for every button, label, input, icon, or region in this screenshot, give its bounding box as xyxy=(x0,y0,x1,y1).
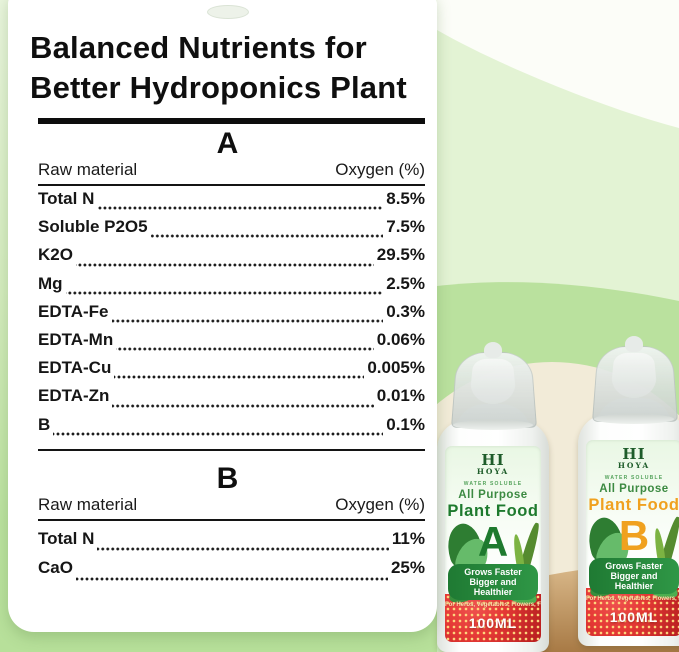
nutrient-info-card: Balanced Nutrients for Better Hydroponic… xyxy=(8,0,437,632)
benefit-banner: Grows Faster Bigger and Healthier xyxy=(589,558,679,594)
table-row: EDTA-Cu 0.005% xyxy=(38,358,425,386)
oxygen-value: 0.01% xyxy=(376,386,425,406)
variant-letter: B xyxy=(618,512,650,559)
card-title-line-1: Balanced Nutrients for xyxy=(30,30,367,65)
banner-line-2: Bigger and Healthier xyxy=(610,571,658,591)
raw-material-name: EDTA-Mn xyxy=(38,329,114,349)
dotted-leader xyxy=(65,290,384,295)
oxygen-value: 29.5% xyxy=(376,245,425,265)
oxygen-value: 0.06% xyxy=(376,329,425,349)
bottle-a: HI HOYA WATER SOLUBLE All Purpose Plant … xyxy=(437,334,549,652)
table-row: Soluble P2O5 7.5% xyxy=(38,217,425,245)
oxygen-value: 25% xyxy=(390,558,425,578)
brand-name: HOYA xyxy=(476,467,510,476)
bottle-label-a: HI HOYA WATER SOLUBLE All Purpose Plant … xyxy=(445,446,541,642)
table-a: Total N 8.5% Soluble P2O5 7.5% K2O 29.5% Mg… xyxy=(38,189,425,443)
water-soluble-text: WATER SOLUBLE xyxy=(463,481,523,487)
column-headers-a: Raw material Oxygen (%) xyxy=(38,160,425,180)
divider-thin xyxy=(38,448,425,451)
section-a-heading: A xyxy=(216,127,239,160)
column-headers-b: Raw material Oxygen (%) xyxy=(38,495,425,515)
oxygen-value: 2.5% xyxy=(386,273,425,293)
dotted-leader xyxy=(97,547,389,552)
benefit-banner: Grows Faster Bigger and Healthier xyxy=(448,564,538,600)
bottle-b: HI HOYA WATER SOLUBLE All Purpose Plant … xyxy=(578,328,679,646)
oxygen-value: 11% xyxy=(391,528,425,548)
oxygen-value: 8.5% xyxy=(386,189,425,208)
oxygen-value: 0.005% xyxy=(367,358,425,378)
raw-material-name: Total N xyxy=(38,528,95,548)
section-b: B Raw material Oxygen (%) Total N 11% CaO… xyxy=(30,461,425,588)
bottle-spout-tip xyxy=(484,342,502,358)
volume-text: 100ML xyxy=(609,609,659,625)
raw-material-name: Mg xyxy=(38,273,63,293)
raw-material-name: EDTA-Cu xyxy=(38,358,112,378)
banner-line-2: Bigger and Healthier xyxy=(469,577,517,597)
raw-material-name: Soluble P2O5 xyxy=(38,217,148,237)
brand-logo: HI xyxy=(481,451,505,469)
table-row: Total N 8.5% xyxy=(38,189,425,217)
raw-material-name: CaO xyxy=(38,558,73,578)
brand-logo: HI xyxy=(622,445,646,463)
banner-line-1: Grows Faster xyxy=(605,561,663,571)
table-row: K2O 29.5% xyxy=(38,245,425,273)
brand-name: HOYA xyxy=(617,461,651,470)
col-raw-material: Raw material xyxy=(38,494,138,514)
card-title-line-2: Better Hydroponics Plant xyxy=(30,70,407,105)
raw-material-name: Total N xyxy=(38,189,95,208)
divider-thick xyxy=(38,118,425,124)
raw-material-name: K2O xyxy=(38,245,73,265)
bottle-spout-tip xyxy=(625,336,643,352)
product-name: Plant Food xyxy=(588,496,679,514)
raw-material-name: EDTA-Fe xyxy=(38,301,109,321)
col-oxygen: Oxygen (%) xyxy=(335,160,425,179)
col-oxygen: Oxygen (%) xyxy=(335,494,425,514)
bottle-spout xyxy=(610,352,658,398)
dotted-leader xyxy=(53,431,384,436)
card-pin-icon xyxy=(207,5,249,19)
oxygen-value: 0.1% xyxy=(386,414,425,434)
dotted-leader xyxy=(116,347,374,352)
table-row: EDTA-Fe 0.3% xyxy=(38,302,425,330)
oxygen-value: 0.3% xyxy=(386,301,425,321)
dotted-leader xyxy=(75,262,374,267)
bottle-cap-rim xyxy=(594,414,674,424)
all-purpose-text: All Purpose xyxy=(599,483,669,495)
table-row: Mg 2.5% xyxy=(38,274,425,302)
dotted-leader xyxy=(150,234,384,239)
bottle-label-b: HI HOYA WATER SOLUBLE All Purpose Plant … xyxy=(586,440,679,636)
dotted-leader xyxy=(97,206,384,211)
bottle-spout xyxy=(469,358,517,404)
bottle-cap-rim xyxy=(453,420,533,430)
table-row: CaO 25% xyxy=(38,558,425,588)
oxygen-value: 7.5% xyxy=(386,217,425,237)
dotted-leader xyxy=(111,318,384,323)
raw-material-name: EDTA-Zn xyxy=(38,386,110,406)
table-row: Total N 11% xyxy=(38,529,425,559)
banner-line-1: Grows Faster xyxy=(464,567,522,577)
dotted-leader xyxy=(114,375,365,380)
divider-thin xyxy=(38,518,425,521)
table-row: B 0.1% xyxy=(38,415,425,443)
section-b-heading: B xyxy=(216,461,239,495)
divider-thin xyxy=(38,184,425,186)
usage-caption: For Herbs, Vegetables, Flowers, Fruit An… xyxy=(586,596,679,602)
all-purpose-text: All Purpose xyxy=(458,489,528,501)
water-soluble-text: WATER SOLUBLE xyxy=(604,475,664,481)
dotted-leader xyxy=(112,403,374,408)
volume-text: 100ML xyxy=(468,615,518,631)
table-row: EDTA-Mn 0.06% xyxy=(38,330,425,358)
table-row: EDTA-Zn 0.01% xyxy=(38,386,425,414)
usage-caption: For Herbs, Vegetables, Flowers, Fruit An… xyxy=(445,602,541,608)
col-raw-material: Raw material xyxy=(38,160,138,179)
dotted-leader xyxy=(75,576,388,581)
product-name: Plant Food xyxy=(447,502,539,520)
variant-letter: A xyxy=(477,518,509,565)
raw-material-name: B xyxy=(38,414,51,434)
white-curve-backdrop xyxy=(437,0,679,128)
